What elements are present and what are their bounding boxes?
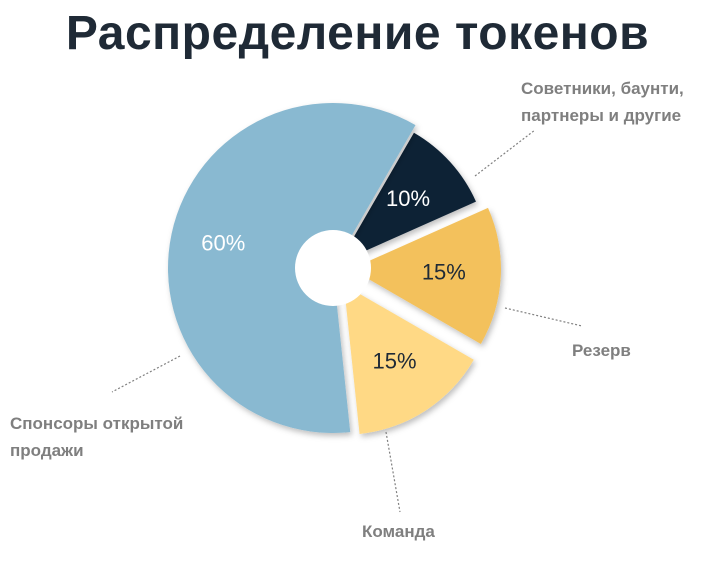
callout-public-sale: Спонсоры открытой продажи — [10, 410, 183, 464]
slice-advisors — [338, 132, 476, 263]
callout-team-line-1: Команда — [362, 522, 435, 541]
donut-hole — [295, 230, 371, 306]
callout-advisors: Советники, баунти, партнеры и другие — [521, 75, 684, 129]
slice-advisors-leader-line — [474, 129, 536, 177]
slice-reserve-value-label: 15% — [422, 260, 466, 285]
slice-reserve-leader-line — [504, 307, 583, 327]
slice-team-value-label: 15% — [373, 349, 417, 374]
callout-public-sale-line-2: продажи — [10, 441, 84, 460]
callout-advisors-line-2: партнеры и другие — [521, 106, 682, 125]
slice-team-leader-line — [385, 431, 401, 513]
callout-reserve: Резерв — [572, 337, 631, 364]
callout-reserve-line-1: Резерв — [572, 341, 631, 360]
chart-title: Распределение токенов — [65, 7, 650, 60]
slice-public-sale — [167, 102, 416, 434]
callout-public-sale-line-1: Спонсоры открытой — [10, 414, 184, 433]
slice-public-sale-leader-line — [111, 355, 181, 393]
callout-team: Команда — [362, 518, 435, 545]
slice-advisors-value-label: 10% — [386, 186, 430, 211]
slice-public-sale-value-label: 60% — [201, 230, 245, 255]
callout-advisors-line-1: Советники, баунти, — [521, 79, 684, 98]
slice-team — [343, 284, 474, 434]
slice-reserve — [350, 207, 501, 344]
